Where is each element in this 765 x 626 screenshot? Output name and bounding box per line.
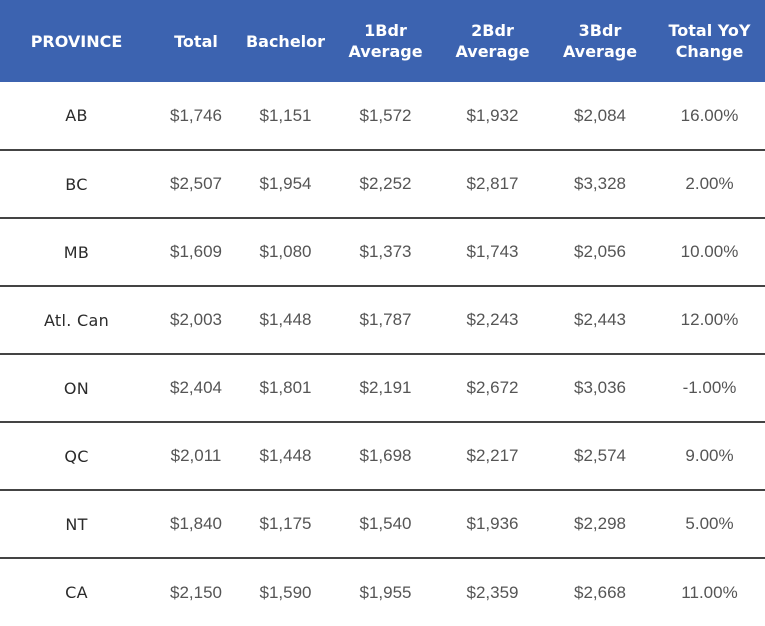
table-row: MB $1,609 $1,080 $1,373 $1,743 $2,056 10.00% bbox=[0, 217, 765, 286]
cell-total-yoy-change: -1.00% bbox=[654, 353, 765, 422]
cell-province: MB bbox=[0, 217, 153, 286]
cell-3bdr-average: $3,036 bbox=[546, 353, 654, 422]
header-label: 2Bdr bbox=[471, 21, 514, 40]
cell-total-yoy-change: 11.00% bbox=[654, 557, 765, 626]
cell-1bdr-average: $2,252 bbox=[332, 149, 439, 218]
cell-3bdr-average: $3,328 bbox=[546, 149, 654, 218]
header-bachelor: Bachelor bbox=[239, 0, 332, 82]
header-1bdr-average: 1Bdr Average bbox=[332, 0, 439, 82]
cell-bachelor: $1,080 bbox=[239, 217, 332, 286]
cell-total-yoy-change: 5.00% bbox=[654, 489, 765, 558]
cell-province: BC bbox=[0, 149, 153, 218]
cell-total: $2,003 bbox=[153, 285, 239, 354]
cell-total-yoy-change: 2.00% bbox=[654, 149, 765, 218]
cell-bachelor: $1,151 bbox=[259, 105, 312, 125]
cell-1bdr-average: $1,787 bbox=[332, 285, 439, 354]
cell-bachelor: $1,801 bbox=[239, 353, 332, 422]
cell-2bdr-average: $2,359 bbox=[439, 557, 546, 626]
cell-total: $2,404 bbox=[153, 353, 239, 422]
cell-province: NT bbox=[0, 489, 153, 558]
header-label: Average bbox=[348, 42, 423, 61]
cell-total-yoy-change: 16.00% bbox=[680, 105, 739, 125]
cell-total: $2,507 bbox=[153, 149, 239, 218]
cell-2bdr-average: $2,243 bbox=[439, 285, 546, 354]
header-label: Total bbox=[174, 31, 218, 51]
cell-2bdr-average: $2,217 bbox=[439, 421, 546, 490]
cell-2bdr-average: $1,743 bbox=[439, 217, 546, 286]
header-label: 1Bdr bbox=[364, 21, 407, 40]
cell-1bdr-average: $1,698 bbox=[332, 421, 439, 490]
cell-total-yoy-change: 9.00% bbox=[654, 421, 765, 490]
cell-total-yoy-change: 12.00% bbox=[654, 285, 765, 354]
cell-total: $1,609 bbox=[153, 217, 239, 286]
cell-province: Atl. Can bbox=[0, 285, 153, 354]
cell-bachelor: $1,175 bbox=[239, 489, 332, 558]
cell-bachelor: $1,448 bbox=[239, 421, 332, 490]
cell-3bdr-average: $2,056 bbox=[546, 217, 654, 286]
table-row: Atl. Can $2,003 $1,448 $1,787 $2,243 $2,443 12… bbox=[0, 285, 765, 354]
header-label: PROVINCE bbox=[30, 31, 123, 51]
table-row: QC $2,011 $1,448 $1,698 $2,217 $2,574 9.00% bbox=[0, 421, 765, 490]
cell-2bdr-average: $1,936 bbox=[439, 489, 546, 558]
cell-province: AB bbox=[65, 106, 88, 125]
header-label: Average bbox=[562, 42, 638, 61]
cell-province: CA bbox=[0, 557, 153, 626]
cell-1bdr-average: $1,572 bbox=[359, 105, 412, 125]
cell-bachelor: $1,954 bbox=[239, 149, 332, 218]
cell-2bdr-average: $2,672 bbox=[439, 353, 546, 422]
cell-1bdr-average: $2,191 bbox=[332, 353, 439, 422]
cell-3bdr-average: $2,084 bbox=[574, 105, 626, 125]
cell-2bdr-average: $1,932 bbox=[466, 105, 519, 125]
cell-1bdr-average: $1,955 bbox=[332, 557, 439, 626]
cell-2bdr-average: $2,817 bbox=[439, 149, 546, 218]
cell-total: $2,011 bbox=[153, 421, 239, 490]
cell-3bdr-average: $2,298 bbox=[546, 489, 654, 558]
table-row: ON $2,404 $1,801 $2,191 $2,672 $3,036 -1.00% bbox=[0, 353, 765, 422]
header-label: 3Bdr bbox=[578, 21, 622, 40]
header-label: Total YoY bbox=[668, 21, 751, 40]
table-row: BC $2,507 $1,954 $2,252 $2,817 $3,328 2.00% bbox=[0, 149, 765, 218]
header-total-yoy-change: Total YoY Change bbox=[654, 0, 765, 82]
table-header: PROVINCE Total Bachelor 1Bdr Average 2Bd… bbox=[0, 0, 765, 82]
header-2bdr-average: 2Bdr Average bbox=[439, 0, 546, 82]
cell-bachelor: $1,590 bbox=[239, 557, 332, 626]
cell-total: $1,746 bbox=[170, 105, 222, 125]
header-label: Bachelor bbox=[245, 31, 326, 51]
cell-1bdr-average: $1,540 bbox=[332, 489, 439, 558]
cell-total: $2,150 bbox=[153, 557, 239, 626]
header-total: Total bbox=[153, 0, 239, 82]
table-row: NT $1,840 $1,175 $1,540 $1,936 $2,298 5.00% bbox=[0, 489, 765, 558]
cell-3bdr-average: $2,574 bbox=[546, 421, 654, 490]
cell-1bdr-average: $1,373 bbox=[332, 217, 439, 286]
header-label: Average bbox=[455, 42, 530, 61]
header-3bdr-average: 3Bdr Average bbox=[546, 0, 654, 82]
cell-3bdr-average: $2,668 bbox=[546, 557, 654, 626]
cell-total: $1,840 bbox=[153, 489, 239, 558]
cell-3bdr-average: $2,443 bbox=[546, 285, 654, 354]
cell-total-yoy-change: 10.00% bbox=[654, 217, 765, 286]
cell-bachelor: $1,448 bbox=[239, 285, 332, 354]
header-province: PROVINCE bbox=[0, 0, 153, 82]
cell-province: ON bbox=[0, 353, 153, 422]
table-row: AB $1,746 $1,151 $1,572 $1,932 $2,084 16.00% bbox=[0, 82, 765, 150]
header-label: Change bbox=[675, 42, 744, 61]
header-row: PROVINCE Total Bachelor 1Bdr Average 2Bd… bbox=[0, 0, 765, 82]
table-body: AB $1,746 $1,151 $1,572 $1,932 $2,084 16.00% BC… bbox=[0, 82, 765, 626]
cell-province: QC bbox=[0, 421, 153, 490]
table-row: CA $2,150 $1,590 $1,955 $2,359 $2,668 11.00% bbox=[0, 557, 765, 626]
